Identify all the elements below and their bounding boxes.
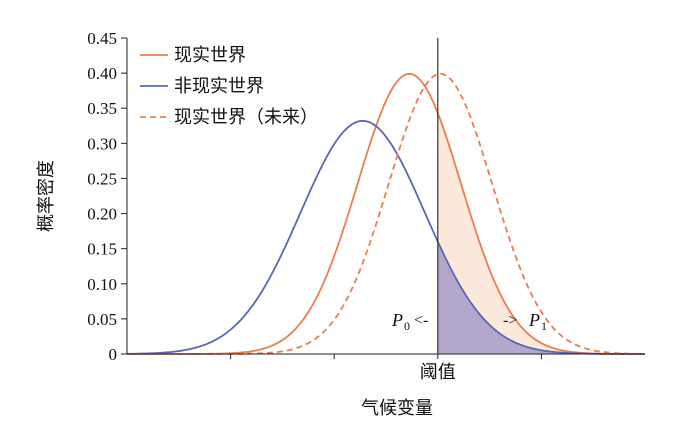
threshold-exceedance-shading [437, 113, 645, 354]
legend-item-counterfactual-label: 非现实世界 [174, 76, 264, 97]
y-tick-label: 0.20 [87, 205, 117, 224]
legend-item-actual-label: 现实世界 [174, 45, 246, 66]
axes [126, 38, 645, 355]
p1-arrow: -> [503, 312, 517, 329]
p0-label: P [391, 310, 403, 330]
p0-subscript: 0 [404, 319, 410, 333]
y-tick-label: 0.40 [87, 64, 117, 83]
y-tick-label: 0.45 [87, 29, 117, 48]
y-tick-label: 0.30 [87, 134, 117, 153]
threshold-tick-label: 阈值 [420, 362, 456, 383]
future-world-curve [127, 72, 646, 355]
probability-annotations: P 0 <- -> P 1 [391, 310, 547, 333]
y-tick-label: 0.35 [87, 99, 117, 118]
y-tick-label: 0.10 [87, 275, 117, 294]
p1-subscript: 1 [541, 319, 547, 333]
counterfactual-world-curve [126, 119, 645, 355]
y-tick-label: 0.25 [87, 169, 117, 188]
y-tick-label: 0 [109, 345, 118, 364]
y-tick-label: 0.05 [87, 310, 117, 329]
legend-item-future-label: 现实世界（未来） [174, 107, 318, 128]
y-tick-label: 0.15 [87, 240, 117, 259]
p1-label: P [528, 310, 540, 330]
y-axis-title: 概率密度 [36, 160, 57, 232]
actual-world-exceedance-area [437, 113, 645, 354]
x-axis-title: 气候变量 [361, 398, 433, 419]
y-ticks: 0 0.05 0.10 0.15 0.20 0.25 0.30 0.35 0.40 0.45 [87, 29, 542, 364]
p0-arrow: <- [414, 312, 428, 329]
